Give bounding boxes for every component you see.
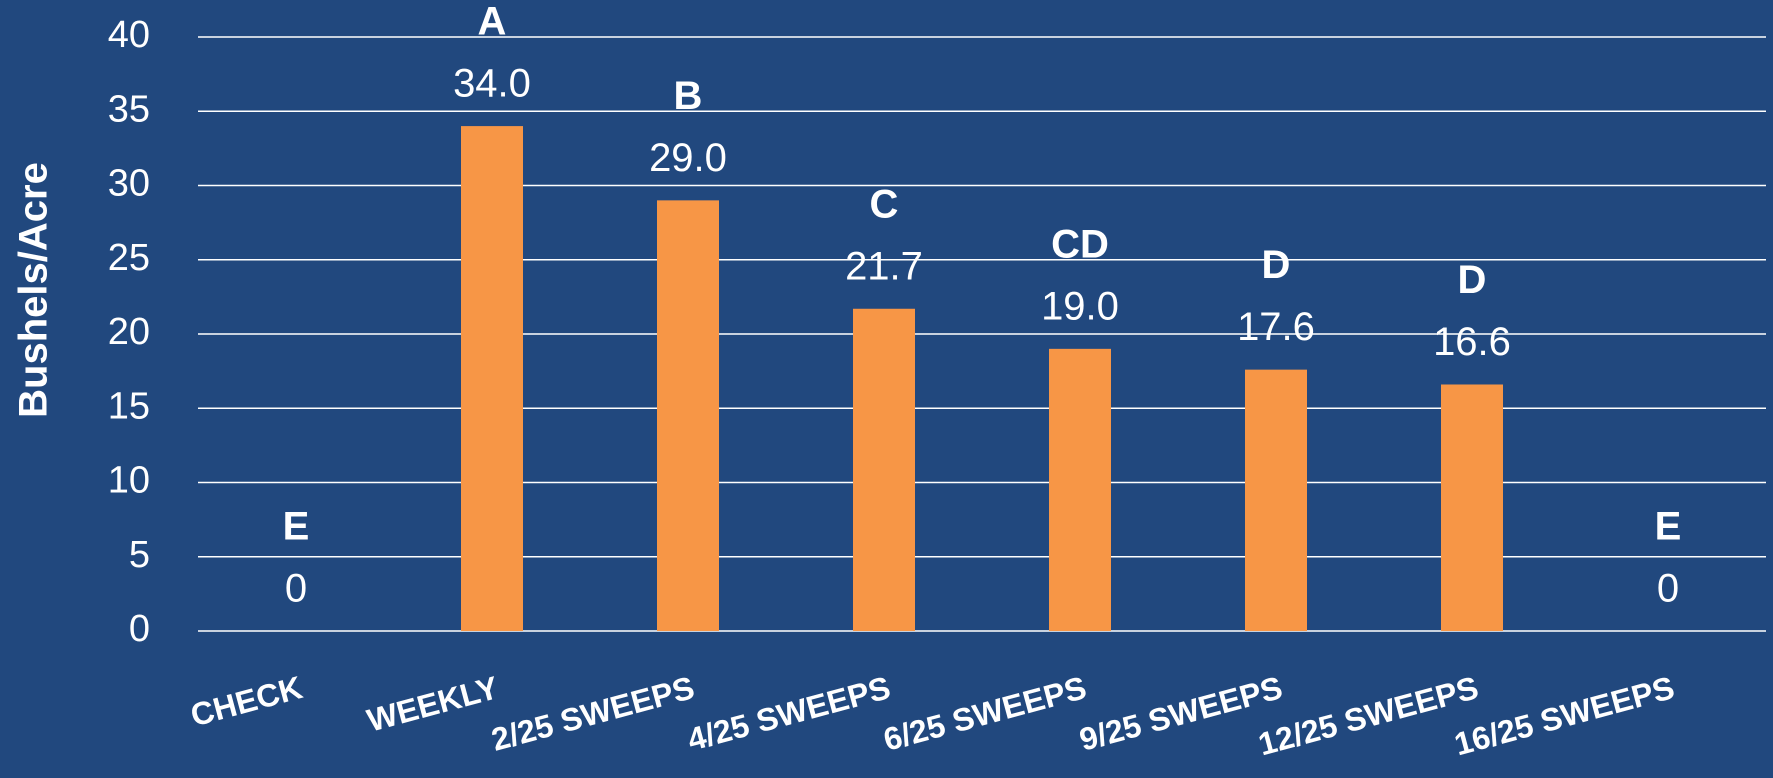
data-label: 17.6 xyxy=(1237,305,1315,349)
bar xyxy=(1441,384,1503,631)
data-label: 0 xyxy=(285,567,307,611)
data-label: 21.7 xyxy=(845,244,923,288)
y-tick-label: 40 xyxy=(108,14,150,56)
x-tick-label: CHECK xyxy=(187,669,306,733)
significance-letter: C xyxy=(870,182,899,226)
bar xyxy=(1245,369,1307,631)
significance-letter: D xyxy=(1458,258,1487,302)
x-tick-label: 6/25 SWEEPS xyxy=(880,669,1090,758)
data-label: 16.6 xyxy=(1433,320,1511,364)
bar xyxy=(1049,348,1111,631)
significance-letter: CD xyxy=(1051,222,1109,266)
y-tick-label: 0 xyxy=(129,608,150,650)
data-label: 34.0 xyxy=(453,62,531,106)
significance-letter: E xyxy=(1655,505,1682,549)
x-tick-label: 2/25 SWEEPS xyxy=(488,669,698,758)
y-tick-label: 20 xyxy=(108,311,150,353)
x-tick-label: 4/25 SWEEPS xyxy=(684,669,894,758)
y-tick-label: 15 xyxy=(108,385,150,427)
significance-letter: D xyxy=(1262,243,1291,287)
significance-letter: A xyxy=(478,0,507,44)
bar xyxy=(461,126,523,631)
y-tick-label: 10 xyxy=(108,460,150,502)
x-tick-label: 16/25 SWEEPS xyxy=(1450,669,1678,762)
bar xyxy=(657,200,719,631)
significance-letter: B xyxy=(674,74,703,118)
bar xyxy=(853,308,915,631)
y-tick-label: 25 xyxy=(108,237,150,279)
x-tick-label: 12/25 SWEEPS xyxy=(1254,669,1482,762)
data-label: 19.0 xyxy=(1041,284,1119,328)
y-tick-label: 30 xyxy=(108,163,150,205)
data-label: 0 xyxy=(1657,567,1679,611)
x-tick-label: 9/25 SWEEPS xyxy=(1076,669,1286,758)
y-tick-label: 5 xyxy=(129,534,150,576)
y-tick-label: 35 xyxy=(108,88,150,130)
x-tick-label: WEEKLY xyxy=(363,669,502,738)
y-axis-label: Bushels/Acre xyxy=(12,162,56,418)
data-label: 29.0 xyxy=(649,136,727,180)
significance-letter: E xyxy=(283,505,310,549)
